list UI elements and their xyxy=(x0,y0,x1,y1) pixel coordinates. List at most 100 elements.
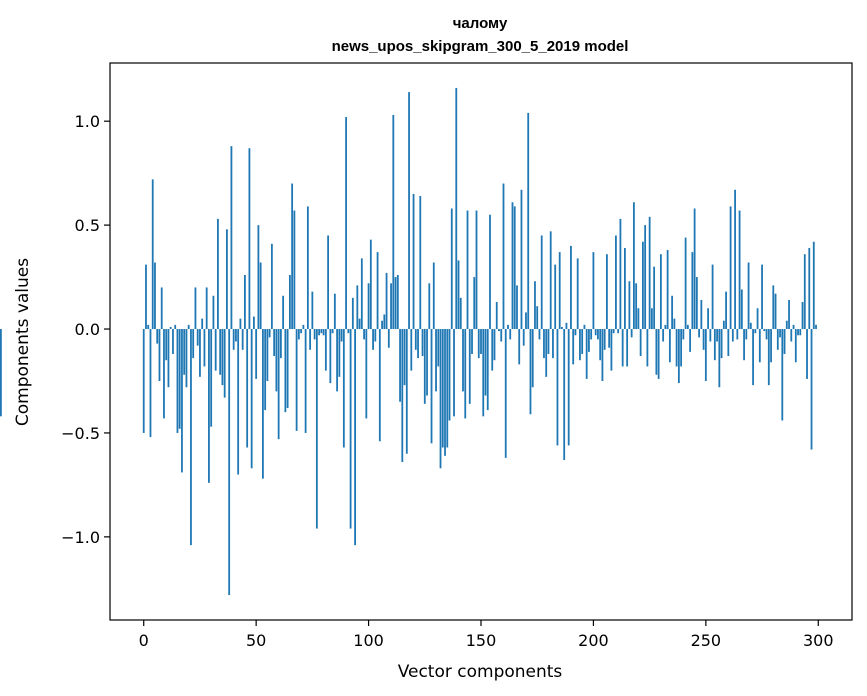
bar xyxy=(718,329,721,388)
bar xyxy=(554,264,557,330)
bar xyxy=(430,329,433,444)
bar xyxy=(671,295,674,330)
bar xyxy=(351,297,354,330)
bar xyxy=(668,329,671,363)
bar xyxy=(749,322,752,330)
bar xyxy=(767,329,770,386)
bar xyxy=(196,329,199,346)
bar xyxy=(372,329,374,350)
bar xyxy=(185,329,188,388)
bar xyxy=(394,277,397,330)
bar xyxy=(214,329,217,371)
bar xyxy=(549,231,552,330)
bar xyxy=(304,329,307,433)
bar xyxy=(253,316,255,330)
bar xyxy=(740,289,743,330)
bar xyxy=(552,329,554,359)
x-tick-label: 150 xyxy=(466,631,497,650)
bar xyxy=(208,329,210,483)
bar xyxy=(223,329,226,398)
bar xyxy=(410,329,413,371)
x-tick-label: 300 xyxy=(803,631,834,650)
bar xyxy=(273,329,276,357)
bar xyxy=(729,206,732,330)
bar xyxy=(340,329,343,342)
bar xyxy=(381,320,383,330)
bar xyxy=(439,329,442,469)
y-tick-label: −0.5 xyxy=(61,424,100,443)
bar xyxy=(738,210,741,330)
bar xyxy=(408,92,410,330)
bar xyxy=(147,324,150,330)
bar xyxy=(405,329,408,454)
bar xyxy=(365,329,368,419)
bar xyxy=(199,329,201,377)
bar xyxy=(662,329,665,342)
bar xyxy=(572,329,575,365)
bar xyxy=(608,329,611,348)
bar xyxy=(794,329,797,363)
bar xyxy=(648,216,651,330)
bar xyxy=(615,235,617,330)
bar xyxy=(633,202,635,330)
y-axis-label: Components values xyxy=(13,258,33,426)
bar xyxy=(653,266,656,330)
bar xyxy=(646,329,649,367)
x-tick-label: 100 xyxy=(353,631,384,650)
bar xyxy=(765,329,768,340)
bar xyxy=(318,329,321,336)
bar xyxy=(279,329,282,359)
bar xyxy=(797,329,799,336)
bar xyxy=(151,179,154,330)
chart-title: чалому xyxy=(453,15,508,32)
bar xyxy=(639,329,642,357)
x-tick-label: 200 xyxy=(578,631,609,650)
bar xyxy=(176,329,179,433)
bar xyxy=(266,329,269,381)
bar xyxy=(262,329,264,479)
bar xyxy=(462,329,464,392)
bar xyxy=(383,314,386,330)
bar xyxy=(734,189,736,330)
bar xyxy=(774,293,777,330)
bar xyxy=(522,329,525,346)
bar xyxy=(498,329,500,332)
bar xyxy=(163,329,165,419)
bar xyxy=(414,329,417,350)
x-axis: 0 50 100 150 200 250 300 xyxy=(139,620,834,650)
bar xyxy=(212,295,215,330)
bar xyxy=(664,324,667,330)
bar xyxy=(169,326,172,330)
bar xyxy=(466,210,469,330)
bar xyxy=(792,324,795,330)
bar xyxy=(776,329,779,350)
bar xyxy=(509,329,512,340)
bar xyxy=(396,274,399,330)
bar xyxy=(473,277,476,330)
bar xyxy=(502,183,505,330)
bar xyxy=(790,329,793,342)
bar xyxy=(219,329,222,375)
bar xyxy=(691,252,694,330)
bar xyxy=(417,329,419,359)
bar xyxy=(376,252,379,330)
bar xyxy=(525,312,527,330)
bar xyxy=(306,206,309,330)
bar xyxy=(0,329,2,417)
bar xyxy=(527,112,530,330)
bar xyxy=(385,272,388,330)
bar xyxy=(680,329,683,367)
bar xyxy=(556,329,559,446)
bar xyxy=(713,329,716,361)
bar xyxy=(235,329,237,342)
x-tick-label: 50 xyxy=(246,631,266,650)
bar xyxy=(167,329,170,388)
bar xyxy=(250,329,253,469)
bar xyxy=(489,214,491,330)
bar xyxy=(142,329,145,433)
bar xyxy=(518,329,521,365)
bar xyxy=(342,329,345,448)
bar xyxy=(655,329,658,375)
bar xyxy=(459,297,462,330)
bar xyxy=(324,329,327,371)
